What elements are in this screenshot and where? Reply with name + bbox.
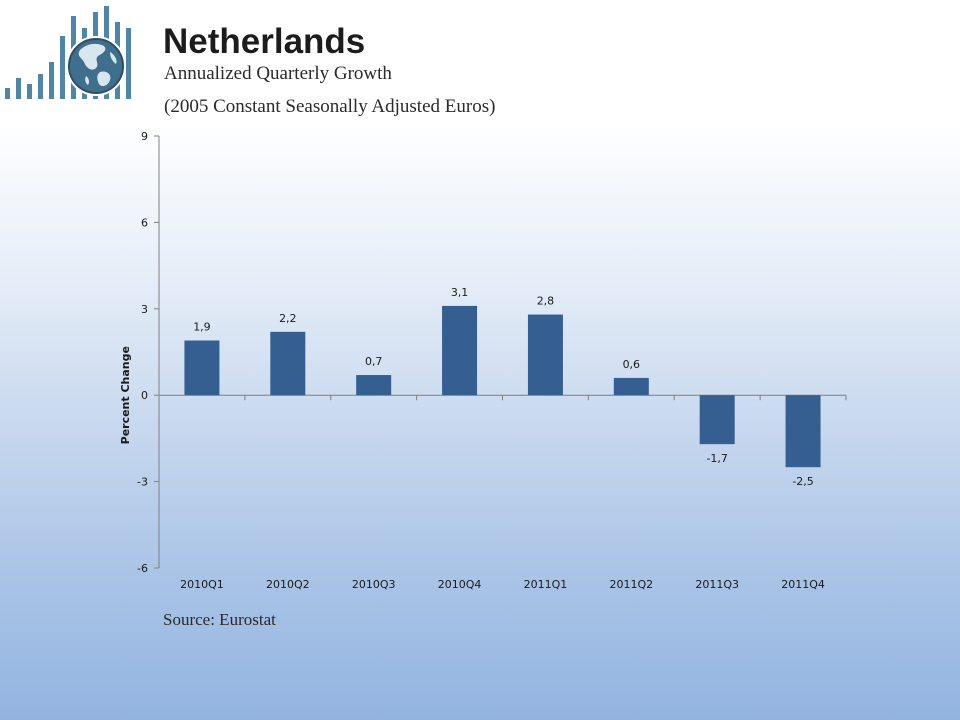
bar <box>527 314 563 396</box>
bar <box>270 331 306 396</box>
x-tick-label: 2010Q1 <box>180 578 224 591</box>
x-tick-label: 2010Q2 <box>266 578 310 591</box>
bar <box>442 305 478 396</box>
source-note: Source: Eurostat <box>163 610 276 629</box>
bar <box>184 340 220 396</box>
x-tick-label: 2011Q4 <box>781 578 825 591</box>
page-title: Netherlands <box>163 22 366 61</box>
subtitle-line-1: Annualized Quarterly Growth <box>164 63 392 84</box>
y-tick-label: 9 <box>141 130 148 143</box>
y-tick-label: -6 <box>137 562 148 575</box>
y-tick-label: 0 <box>141 389 148 402</box>
x-tick-label: 2011Q3 <box>695 578 739 591</box>
x-tick-label: 2011Q2 <box>609 578 653 591</box>
y-tick-label: 3 <box>141 303 148 316</box>
y-tick-label: -3 <box>137 476 148 489</box>
data-label: -1,7 <box>706 452 727 465</box>
subtitle-line-2: (2005 Constant Seasonally Adjusted Euros… <box>164 96 496 117</box>
logo <box>5 6 131 99</box>
bar <box>356 375 392 396</box>
data-label: 2,2 <box>279 312 297 325</box>
x-tick-label: 2010Q3 <box>352 578 396 591</box>
x-tick-label: 2010Q4 <box>438 578 482 591</box>
x-tick-label: 2011Q1 <box>524 578 568 591</box>
bar <box>785 395 821 468</box>
y-tick-label: 6 <box>141 216 148 229</box>
data-label: 0,7 <box>365 355 383 368</box>
bar <box>699 395 735 445</box>
y-axis-title: Percent Change <box>119 346 132 444</box>
data-label: 0,6 <box>623 358 641 371</box>
data-label: 3,1 <box>451 286 469 299</box>
data-label: -2,5 <box>792 475 813 488</box>
globe-icon <box>66 36 126 96</box>
data-label: 2,8 <box>537 295 555 308</box>
data-label: 1,9 <box>193 320 211 333</box>
bar <box>613 377 649 396</box>
